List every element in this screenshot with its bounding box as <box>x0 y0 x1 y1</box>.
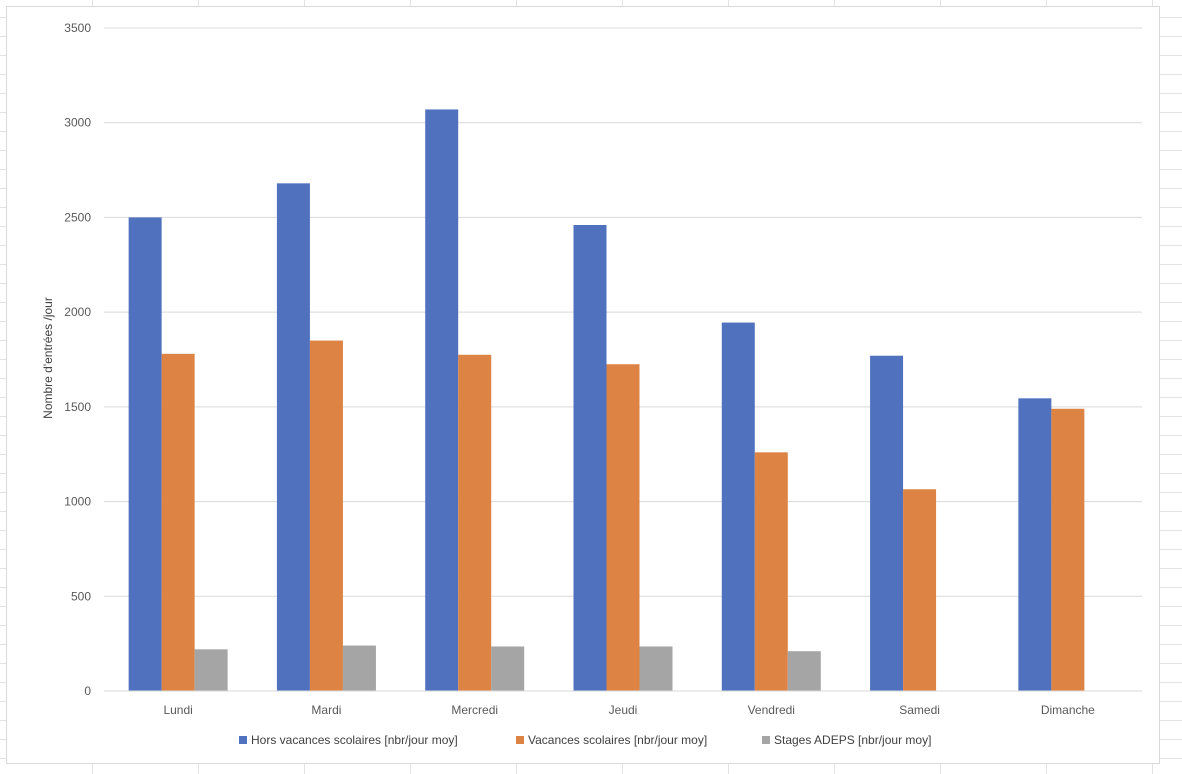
legend-item[interactable]: Vacances scolaires [nbr/jour moy] <box>516 733 707 747</box>
legend-label: Vacances scolaires [nbr/jour moy] <box>528 733 707 747</box>
y-axis-tick-labels: 0 500 1000 1500 2000 2500 3000 3500 <box>64 21 91 698</box>
y-tick-label: 500 <box>71 589 91 603</box>
bar[interactable] <box>342 645 376 691</box>
bar[interactable] <box>903 489 937 691</box>
bar[interactable] <box>458 354 492 691</box>
bar[interactable] <box>573 225 607 691</box>
bar[interactable] <box>870 355 904 691</box>
x-tick-label: Mercredi <box>451 703 498 717</box>
y-tick-label: 1500 <box>64 400 91 414</box>
bar[interactable] <box>491 646 525 691</box>
legend-label: Hors vacances scolaires [nbr/jour moy] <box>251 733 458 747</box>
legend-item[interactable]: Hors vacances scolaires [nbr/jour moy] <box>239 733 458 747</box>
x-tick-label: Vendredi <box>748 703 795 717</box>
y-tick-label: 0 <box>84 684 91 698</box>
x-tick-label: Dimanche <box>1041 703 1095 717</box>
bar[interactable] <box>194 649 228 691</box>
y-tick-label: 1000 <box>64 495 91 509</box>
y-tick-label: 2000 <box>64 305 91 319</box>
bar[interactable] <box>1051 408 1085 691</box>
x-tick-label: Lundi <box>163 703 192 717</box>
bar[interactable] <box>161 353 195 691</box>
legend: Hors vacances scolaires [nbr/jour moy] Va… <box>239 733 931 747</box>
x-tick-label: Mardi <box>311 703 341 717</box>
bars <box>128 109 1085 691</box>
bar[interactable] <box>639 646 673 691</box>
legend-swatch <box>762 736 770 744</box>
y-axis-title: Nombre d'entrées /jour <box>41 297 55 419</box>
bar[interactable] <box>309 340 343 691</box>
y-tick-label: 3500 <box>64 21 91 35</box>
y-tick-label: 2500 <box>64 210 91 224</box>
bar[interactable] <box>754 452 788 691</box>
legend-swatch <box>239 736 247 744</box>
x-axis-tick-labels: Lundi Mardi Mercredi Jeudi Vendredi Samedi Dim… <box>163 703 1095 717</box>
legend-label: Stages ADEPS [nbr/jour moy] <box>774 733 931 747</box>
bar[interactable] <box>276 183 310 691</box>
legend-item[interactable]: Stages ADEPS [nbr/jour moy] <box>762 733 931 747</box>
bar[interactable] <box>606 364 640 691</box>
bar[interactable] <box>1018 398 1052 691</box>
x-tick-label: Samedi <box>899 703 940 717</box>
bar[interactable] <box>128 217 162 691</box>
bar[interactable] <box>425 109 459 691</box>
legend-swatch <box>516 736 524 744</box>
x-tick-label: Jeudi <box>609 703 638 717</box>
bar[interactable] <box>787 651 821 691</box>
bar[interactable] <box>721 322 755 691</box>
y-tick-label: 3000 <box>64 116 91 130</box>
